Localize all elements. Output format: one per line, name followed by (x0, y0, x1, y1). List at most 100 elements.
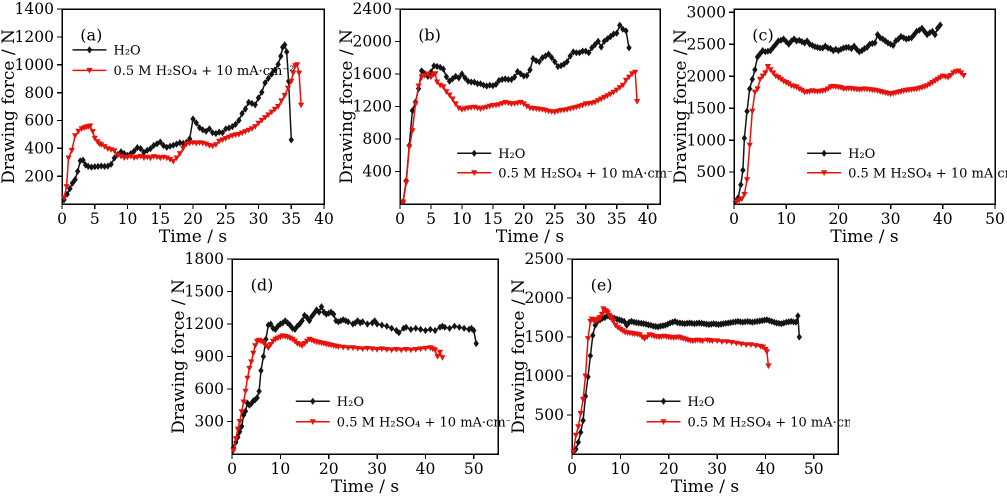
data-point (511, 73, 518, 81)
data-point (267, 342, 274, 348)
data-point (72, 176, 78, 184)
data-point (505, 75, 511, 84)
x-tick-label: 25 (545, 210, 565, 228)
chart-panel-b: 0 5 10 15 20 25 30 35 40 400 800 1200 1600 2000 2400 Ti… (337, 0, 679, 250)
data-point (446, 324, 453, 332)
data-point (468, 78, 474, 86)
data-point (473, 339, 479, 348)
data-point (442, 323, 448, 331)
data-point (190, 115, 196, 123)
x-tick-label: 30 (881, 210, 901, 228)
data-point (604, 35, 611, 43)
x-tick-label: 35 (281, 210, 301, 228)
series-line (402, 71, 638, 203)
x-tick-label: 10 (776, 210, 796, 228)
data-point (88, 163, 95, 171)
data-point (250, 350, 257, 357)
data-point (335, 344, 342, 350)
data-point (582, 392, 589, 400)
data-point (417, 325, 424, 333)
data-point (170, 158, 177, 165)
legend-label: H₂O (114, 43, 141, 58)
data-point (474, 80, 481, 88)
data-point (261, 115, 269, 121)
data-point (741, 191, 748, 198)
data-point (330, 310, 337, 318)
data-point (456, 74, 462, 82)
data-point (617, 21, 623, 29)
data-point (793, 84, 800, 91)
data-point (570, 449, 577, 455)
data-point (101, 162, 108, 170)
data-point (260, 352, 267, 361)
data-point (744, 107, 750, 115)
data-point (91, 135, 98, 142)
y-tick-label: 2400 (353, 0, 392, 18)
x-tick-label: 40 (416, 460, 436, 478)
x-axis-title: Time / s (331, 477, 399, 497)
x-tick-label: 15 (483, 210, 503, 228)
data-point (345, 345, 352, 351)
data-point (424, 71, 431, 78)
y-tick-label: 1500 (687, 99, 726, 117)
data-point (167, 156, 174, 163)
data-point (239, 130, 246, 137)
data-point (388, 347, 395, 354)
data-point (349, 345, 356, 351)
data-point (173, 155, 180, 162)
x-axis-title: Time / s (830, 227, 898, 247)
data-point (318, 303, 325, 311)
y-tick-label: 400 (24, 140, 54, 158)
data-point (718, 320, 724, 328)
x-tick-label: 0 (227, 460, 237, 478)
data-point (147, 145, 154, 153)
data-point (421, 73, 428, 79)
data-point (908, 34, 915, 42)
y-tick-label: 1200 (353, 98, 392, 116)
data-point (95, 162, 101, 170)
data-point (723, 339, 730, 345)
data-point (861, 45, 868, 53)
data-point (226, 124, 232, 132)
data-point (287, 321, 293, 329)
legend-label: 0.5 M H₂SO₄ + 10 mA·cm⁻² (848, 166, 1007, 181)
data-point (619, 82, 626, 89)
y-axis-title: Drawing force / N (338, 29, 357, 184)
data-point (821, 170, 828, 176)
data-point (629, 71, 636, 77)
x-tick-label: 40 (756, 460, 776, 478)
data-point (98, 162, 104, 170)
chart-svg: 0 10 20 30 40 50 500 1000 1500 2000 2500 3000 Time /… (671, 3, 1007, 247)
data-point (718, 339, 725, 345)
data-point (275, 60, 281, 68)
data-point (248, 359, 255, 366)
data-point (288, 78, 295, 85)
x-tick-label: 20 (659, 460, 679, 478)
data-point (575, 438, 581, 446)
data-point (284, 85, 292, 92)
data-point (147, 155, 154, 162)
data-point (427, 325, 433, 333)
x-tick-label: 10 (271, 460, 291, 478)
data-point (471, 170, 478, 176)
legend-label: 0.5 M H₂SO₄ + 10 mA·cm⁻² (337, 415, 510, 430)
x-tick-label: 40 (933, 210, 953, 228)
data-point (921, 27, 928, 35)
legend-label: 0.5 M H₂SO₄ + 10 mA·cm⁻² (498, 166, 672, 181)
data-point (738, 181, 744, 189)
y-tick-label: 1500 (525, 328, 564, 346)
data-point (246, 365, 253, 372)
data-point (111, 148, 118, 154)
panel-letter: (d) (251, 275, 274, 294)
data-point (643, 320, 649, 328)
y-tick-label: 600 (24, 112, 54, 130)
data-point (157, 138, 163, 146)
data-point (814, 43, 821, 51)
data-point (364, 345, 371, 352)
x-tick-label: 20 (183, 210, 203, 228)
data-point (176, 151, 183, 157)
data-point (412, 347, 419, 353)
data-point (288, 136, 294, 144)
chart-svg: 0 10 20 30 40 50 300 600 900 1200 1500 1800 Time / s… (169, 250, 518, 497)
data-point (242, 105, 249, 113)
